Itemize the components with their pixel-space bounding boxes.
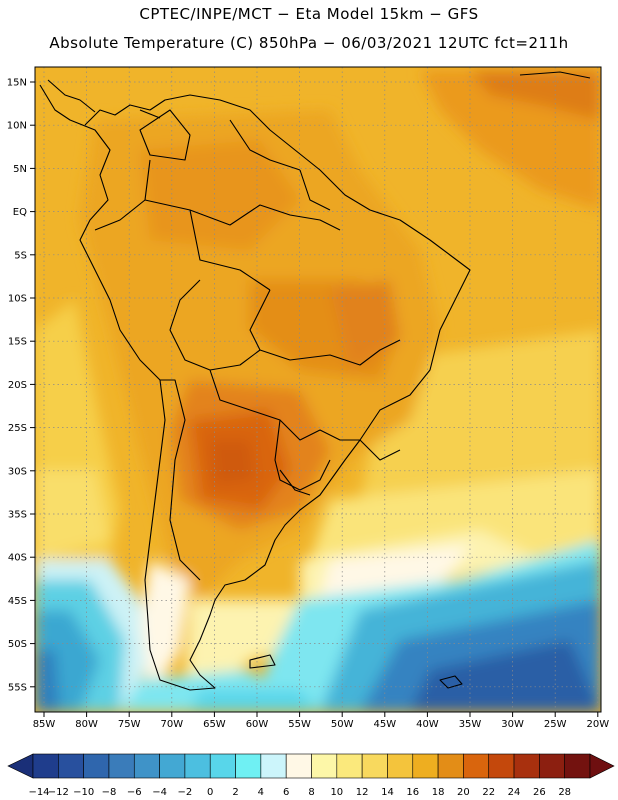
longitude-label: 40W	[416, 719, 439, 730]
latitude-label: EQ	[13, 207, 27, 218]
colorbar-label: 14	[381, 787, 394, 798]
colorbar-high-arrow	[589, 753, 615, 779]
colorbar-label: −2	[178, 787, 193, 798]
colorbar	[7, 753, 615, 779]
colorbar-label: −12	[48, 787, 69, 798]
latitude-label: 10S	[8, 294, 27, 305]
colorbar-label: −8	[102, 787, 117, 798]
coastlines	[39, 71, 591, 691]
latitude-label: 10N	[7, 121, 27, 132]
colorbar-swatch	[437, 753, 464, 779]
longitude-label: 65W	[203, 719, 226, 730]
colorbar-label: 8	[308, 787, 314, 798]
colorbar-low-arrow	[7, 753, 34, 779]
longitude-label: 25W	[544, 719, 567, 730]
map-title-line1: CPTEC/INPE/MCT − Eta Model 15km − GFS	[139, 5, 479, 23]
colorbar-label: −4	[152, 787, 167, 798]
colorbar-swatch	[58, 753, 84, 779]
longitude-label: 30W	[501, 719, 524, 730]
latitude-label: 5S	[14, 250, 27, 261]
longitude-label: 55W	[288, 719, 311, 730]
latitude-label: 55S	[8, 682, 27, 693]
latitude-label: 15N	[7, 78, 27, 89]
colorbar-label: 12	[356, 787, 369, 798]
colorbar-swatch	[488, 753, 515, 779]
latitude-label: 30S	[8, 466, 27, 477]
longitude-labels: 85W 80W 75W 70W 65W 60W 55W 50W 45W 40W 35W 30W 25W 2…	[33, 719, 610, 730]
colorbar-label: 26	[533, 787, 546, 798]
colorbar-label: −6	[127, 787, 142, 798]
longitude-label: 20W	[586, 719, 609, 730]
latitude-label: 20S	[8, 380, 27, 391]
colorbar-label: 0	[207, 787, 213, 798]
colorbar-swatch	[235, 753, 262, 779]
colorbar-swatch	[184, 753, 211, 779]
colorbar-swatch	[209, 753, 236, 779]
colorbar-label: 20	[457, 787, 470, 798]
colorbar-swatch	[260, 753, 287, 779]
latitude-label: 25S	[8, 423, 27, 434]
latitude-labels: 15N 10N 5N EQ 5S 10S 15S 20S 25S 30S 35S 40S 45S 50S 5…	[7, 78, 27, 694]
colorbar-swatch	[336, 753, 363, 779]
colorbar-swatch	[387, 753, 414, 779]
colorbar-swatch	[311, 753, 338, 779]
colorbar-label: 22	[482, 787, 495, 798]
colorbar-swatch	[539, 753, 565, 779]
colorbar-swatch	[83, 753, 110, 779]
latitude-label: 50S	[8, 639, 27, 650]
latitude-label: 15S	[8, 337, 27, 348]
latitude-label: 45S	[8, 596, 27, 607]
colorbar-swatch	[133, 753, 160, 779]
longitude-label: 35W	[459, 719, 482, 730]
colorbar-swatch	[32, 753, 59, 779]
temperature-field	[35, 67, 601, 712]
colorbar-label: 16	[406, 787, 419, 798]
colorbar-label: −10	[73, 787, 94, 798]
colorbar-label: −14	[28, 787, 49, 798]
longitude-label: 85W	[33, 719, 56, 730]
latitude-label: 35S	[8, 510, 27, 521]
colorbar-label: 24	[508, 787, 521, 798]
colorbar-swatch	[108, 753, 135, 779]
colorbar-label: 6	[283, 787, 289, 798]
colorbar-label: 10	[330, 787, 343, 798]
colorbar-labels: −14−12 −10 −8 −6 −4 −2 0 2 4 6 8 10 12 14 16 18 20 22 24 26…	[28, 787, 571, 798]
colorbar-label: 4	[258, 787, 264, 798]
longitude-label: 80W	[75, 719, 98, 730]
map-frame	[34, 66, 602, 713]
colorbar-swatch	[564, 753, 591, 779]
longitude-label: 50W	[331, 719, 354, 730]
latitude-label: 40S	[8, 553, 27, 564]
colorbar-swatch	[412, 753, 439, 779]
longitude-label: 45W	[373, 719, 396, 730]
map-title-line2: Absolute Temperature (C) 850hPa − 06/03/…	[49, 34, 569, 52]
longitude-label: 60W	[246, 719, 269, 730]
graticule	[30, 67, 601, 717]
colorbar-swatch	[285, 753, 312, 779]
longitude-label: 75W	[118, 719, 141, 730]
colorbar-swatch	[361, 753, 388, 779]
colorbar-label: 28	[558, 787, 571, 798]
colorbar-swatch	[513, 753, 540, 779]
latitude-label: 5N	[13, 164, 27, 175]
colorbar-swatch	[159, 753, 186, 779]
colorbar-label: 2	[232, 787, 238, 798]
colorbar-swatch	[463, 753, 490, 779]
colorbar-label: 18	[432, 787, 445, 798]
longitude-label: 70W	[160, 719, 183, 730]
